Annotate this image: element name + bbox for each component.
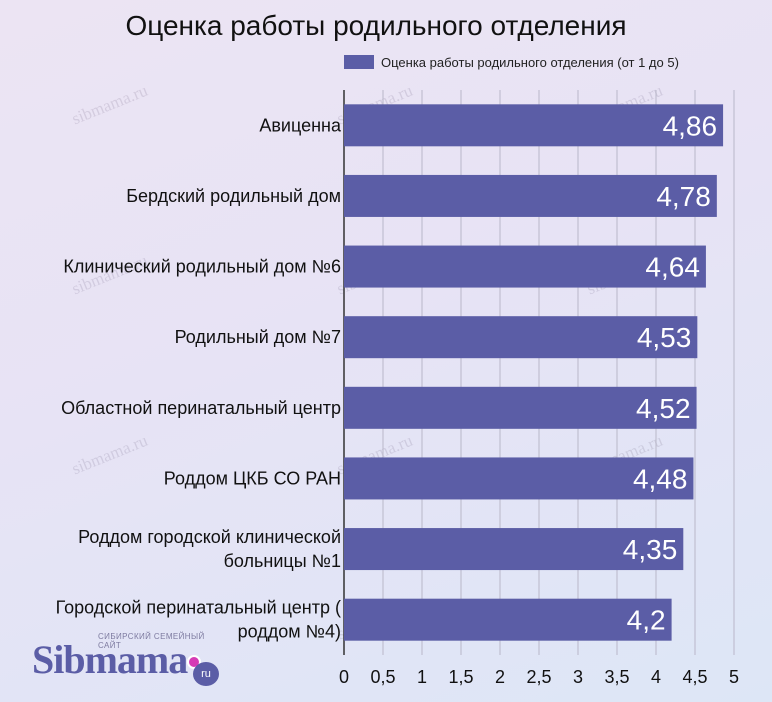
category-label: Клинический родильный дом №6 [63, 257, 341, 277]
data-label: 4,48 [633, 463, 688, 494]
logo-tagline: СИБИРСКИЙ СЕМЕЙНЫЙ САЙТ [98, 632, 205, 650]
logo-ru-badge: ru [193, 662, 219, 686]
chart-legend: Оценка работы родильного отделения (от 1… [344, 53, 679, 71]
category-label: Роддом городской клинической больницы №1 [78, 527, 341, 571]
x-tick-label: 4 [651, 667, 661, 687]
x-tick-label: 0 [339, 667, 349, 687]
x-tick-label: 5 [729, 667, 739, 687]
x-tick-label: 2 [495, 667, 505, 687]
category-label: Городской перинатальный центр (роддом №4… [56, 598, 341, 642]
x-tick-label: 3,5 [604, 667, 629, 687]
data-label: 4,86 [663, 110, 718, 141]
data-label: 4,64 [645, 252, 700, 283]
category-label: Бердский родильный дом [126, 186, 341, 206]
data-label: 4,35 [623, 534, 678, 565]
x-tick-label: 1,5 [448, 667, 473, 687]
category-label: Областной перинатальный центр [61, 398, 341, 418]
sibmama-logo: СИБИРСКИЙ СЕМЕЙНЫЙ САЙТ Sibmama ru [30, 632, 230, 690]
legend-label: Оценка работы родильного отделения (от 1… [381, 54, 679, 70]
bar [344, 457, 694, 500]
bar [344, 386, 697, 429]
x-tick-label: 4,5 [682, 667, 707, 687]
x-tick-label: 1 [417, 667, 427, 687]
legend-swatch [344, 55, 374, 69]
bar [344, 598, 672, 641]
bar [344, 528, 684, 571]
x-tick-label: 3 [573, 667, 583, 687]
data-label: 4,52 [636, 393, 691, 424]
category-label: Родильный дом №7 [175, 327, 341, 347]
category-label: Авиценна [259, 115, 342, 135]
data-label: 4,78 [656, 181, 711, 212]
bar [344, 104, 724, 147]
data-label: 4,2 [627, 605, 666, 636]
bar [344, 174, 717, 217]
data-label: 4,53 [637, 322, 692, 353]
bar [344, 245, 706, 288]
x-tick-label: 2,5 [526, 667, 551, 687]
bar [344, 316, 698, 359]
chart-title: Оценка работы родильного отделения [125, 10, 627, 41]
x-tick-label: 0,5 [370, 667, 395, 687]
category-label: Роддом ЦКБ СО РАН [164, 468, 341, 488]
logo-wordmark: Sibmama [32, 637, 188, 682]
